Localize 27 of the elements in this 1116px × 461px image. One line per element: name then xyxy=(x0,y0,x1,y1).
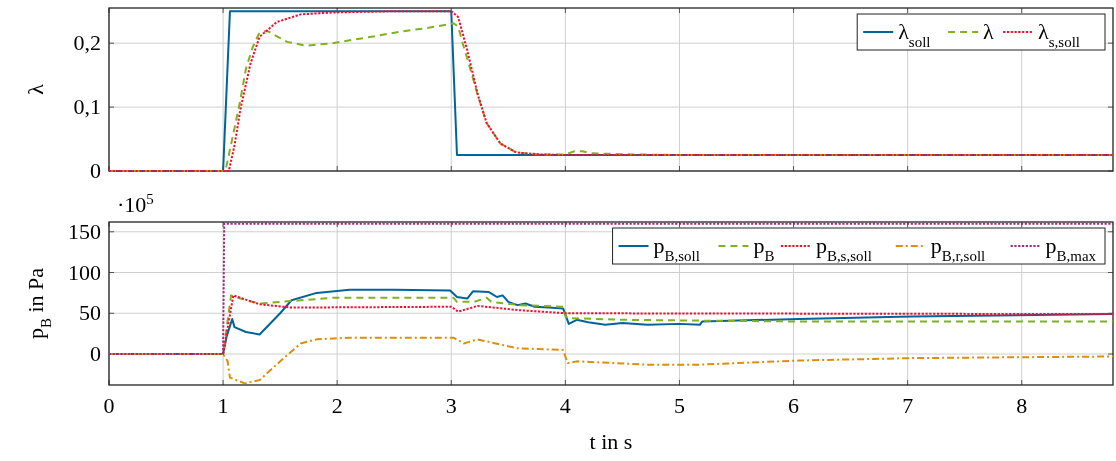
y-axis-title: λ xyxy=(23,83,48,95)
x-tick-label: 7 xyxy=(902,393,914,418)
x-axis-title: t in s xyxy=(589,429,633,454)
text: ·10$^{5}$ xyxy=(117,191,154,217)
y-tick-label: 0,1 xyxy=(73,94,101,120)
x-tick-label: 6 xyxy=(788,393,800,418)
legend-label: λ$_{s,soll}$ xyxy=(1038,19,1080,50)
y-tick-label: 0 xyxy=(90,158,101,183)
line-series xyxy=(108,336,1114,385)
x-tick-label: 2 xyxy=(331,393,343,418)
legend-label: p$_{B,s,soll}$ xyxy=(815,233,872,264)
y-tick-label: 0 xyxy=(90,341,101,367)
legend-label: λ$_{soll}$ xyxy=(898,19,931,50)
legend-label: λ xyxy=(983,19,995,44)
x-tick-label: 5 xyxy=(673,393,685,418)
legend-label: p$_{B,soll}$ xyxy=(653,233,700,264)
legend-label: p$_{B,r,soll}$ xyxy=(930,233,986,264)
x-tick-label: 4 xyxy=(559,393,571,418)
y-tick-label: 0,2 xyxy=(73,30,101,56)
legend-label: p$_{B,max}$ xyxy=(1045,233,1097,264)
x-tick-label: 8 xyxy=(1016,393,1028,418)
y-tick-label: 150 xyxy=(68,218,101,244)
y-tick-label: 100 xyxy=(68,259,101,285)
legend-label: p$_{B}$ xyxy=(753,233,775,264)
x-tick-label: 1 xyxy=(217,393,229,418)
x-tick-label: 3 xyxy=(445,393,457,418)
y-tick-label: 50 xyxy=(79,300,101,326)
